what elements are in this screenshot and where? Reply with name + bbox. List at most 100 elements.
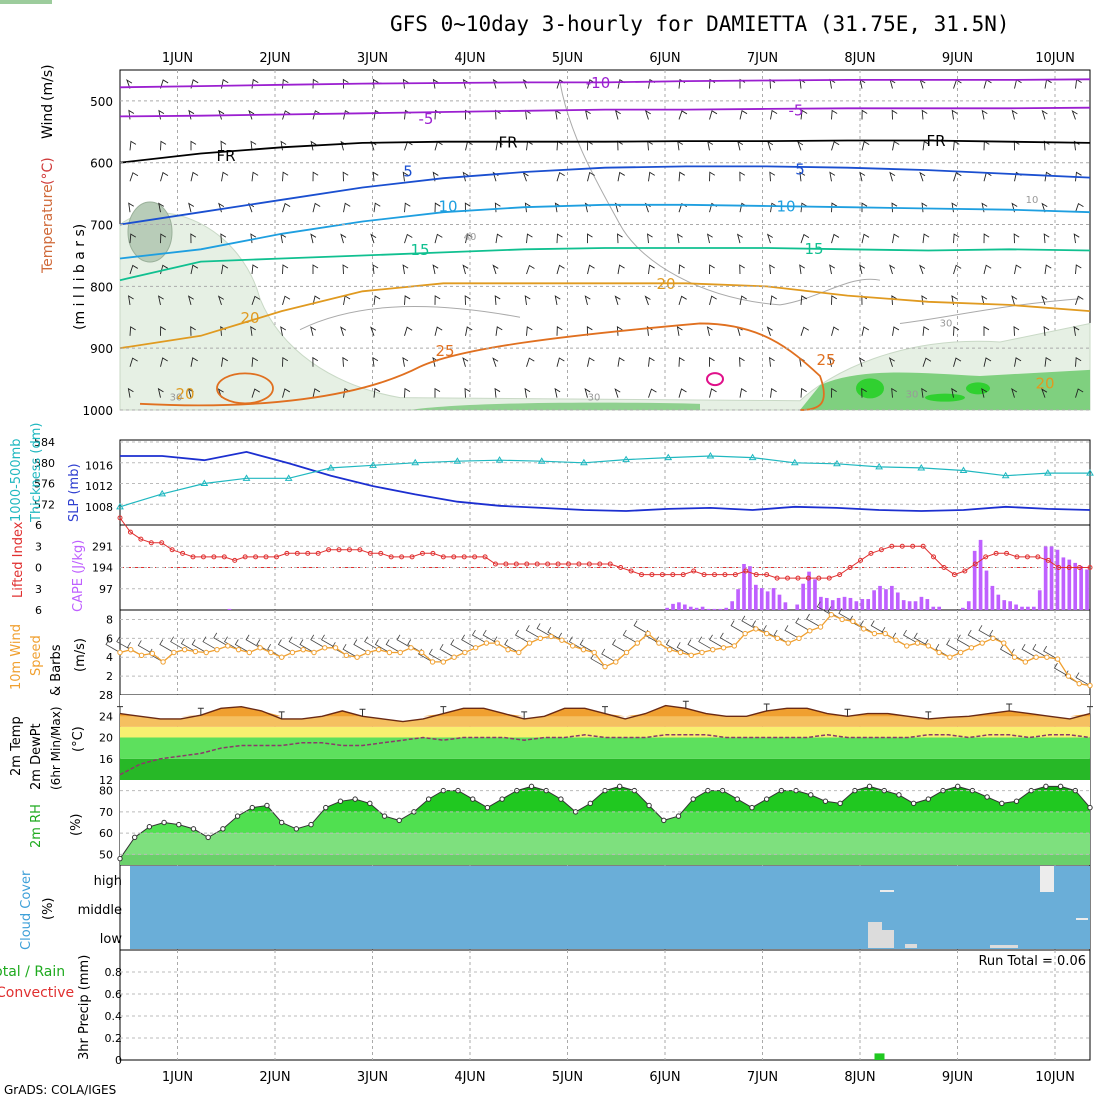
- rh-marker: [955, 783, 961, 790]
- li-marker: [1045, 557, 1051, 563]
- wind-marker: [1001, 640, 1007, 646]
- wind-barb-10m: [159, 639, 175, 653]
- wind-marker: [322, 645, 328, 651]
- rh-label-1: 2m RH: [29, 804, 44, 848]
- wind-marker: [375, 646, 382, 653]
- wind-barb: [190, 264, 199, 275]
- wind-barb: [587, 140, 593, 151]
- wind-marker: [1044, 654, 1050, 660]
- chart-title: GFS 0~10day 3-hourly for DAMIETTA (31.75…: [390, 12, 1010, 36]
- wind-barb: [617, 140, 623, 151]
- rh-marker: [470, 796, 476, 802]
- wind-barb: [127, 295, 134, 305]
- wind-barb: [586, 326, 593, 336]
- temp-label-1: 2m Temp: [9, 716, 24, 776]
- wind-barb: [861, 109, 868, 120]
- thickness-marker: [1043, 469, 1052, 476]
- temp-minmax-bar: [925, 711, 932, 719]
- li-marker: [743, 568, 749, 574]
- wind-marker: [1022, 659, 1029, 665]
- li-marker: [148, 540, 154, 546]
- wind-barb: [739, 295, 747, 305]
- wind-barb: [282, 202, 291, 213]
- slp-line: [120, 450, 1091, 512]
- rh-mask: [120, 780, 1090, 859]
- wind-barb: [648, 357, 655, 367]
- wind-barb: [526, 140, 533, 151]
- pressure-tick-label: 600: [90, 157, 113, 171]
- wind-barb-10m: [342, 644, 358, 658]
- rh-marker: [1013, 798, 1020, 804]
- cape-bar: [1014, 604, 1018, 610]
- wind-barb: [709, 356, 715, 367]
- pressure-tick-label: 500: [90, 95, 113, 109]
- wind-barb: [888, 357, 895, 367]
- li-marker: [1056, 565, 1062, 570]
- wind-barb: [522, 171, 529, 182]
- li-marker: [868, 550, 874, 556]
- wind-barb-10m: [1032, 644, 1048, 658]
- wind-barb: [769, 264, 775, 275]
- wind-barb-10m: [579, 639, 595, 653]
- wind-barb: [953, 233, 960, 244]
- wind-barb: [769, 171, 776, 182]
- day-label-bottom: 10JUN: [1035, 1070, 1075, 1085]
- rh-marker: [822, 798, 829, 804]
- day-label-bottom: 4JUN: [454, 1070, 485, 1085]
- wind-barb: [799, 264, 805, 275]
- slp-label: SLP (mb): [67, 463, 82, 522]
- li-marker: [931, 554, 937, 560]
- cape-bar: [901, 600, 906, 610]
- wind-barb: [220, 140, 227, 151]
- li-marker: [680, 572, 686, 578]
- li-tick: 3: [35, 583, 42, 596]
- cape-bar: [990, 585, 995, 610]
- wind-barb: [770, 109, 778, 120]
- wind-marker: [548, 633, 554, 640]
- wind-barb: [858, 357, 865, 367]
- contour-label: 40: [464, 232, 477, 243]
- thickness-marker: [833, 459, 841, 467]
- thickness-tick: 580: [34, 457, 55, 470]
- wind-marker: [505, 646, 511, 653]
- rh-tick: 80: [99, 785, 113, 798]
- cape-bar: [1002, 600, 1007, 610]
- wind-barb-10m: [903, 629, 918, 644]
- li-marker: [826, 575, 832, 581]
- wind-barb: [861, 233, 870, 244]
- li-marker: [336, 547, 342, 553]
- wind-barb: [676, 233, 683, 244]
- wind-barb: [859, 264, 866, 275]
- wind-barb: [250, 140, 257, 151]
- temp-minmax-bar: [521, 711, 528, 719]
- wind-barb: [921, 387, 927, 398]
- cape-bar: [925, 599, 930, 610]
- wind-barb: [739, 388, 747, 398]
- contour-label: 30: [588, 393, 601, 404]
- li-marker: [315, 550, 321, 556]
- wind-marker: [365, 649, 371, 656]
- temp-tick: 20: [99, 732, 113, 745]
- rh-contour: [899, 298, 1081, 324]
- wind-barb-10m: [1075, 672, 1091, 686]
- wind-marker: [138, 652, 145, 659]
- wind-tick: 4: [106, 651, 113, 664]
- wind-barb: [160, 357, 168, 367]
- wind-barb: [462, 264, 469, 275]
- wind-marker: [882, 630, 888, 637]
- wind-barb: [892, 140, 900, 151]
- wind-barb: [404, 202, 411, 213]
- wind-barb: [465, 140, 473, 151]
- wind-barb: [800, 326, 810, 336]
- wind-marker: [192, 648, 199, 655]
- li-marker: [670, 572, 676, 578]
- wind-marker: [720, 645, 727, 651]
- li-marker: [419, 550, 425, 556]
- wind-tick: 2: [106, 670, 113, 683]
- wind-marker: [149, 650, 156, 657]
- wind-barb: [678, 388, 687, 398]
- wind-barb: [584, 109, 591, 120]
- contour-label: 20: [175, 385, 194, 403]
- thickness-line: [119, 455, 1090, 508]
- wind-marker: [785, 640, 791, 646]
